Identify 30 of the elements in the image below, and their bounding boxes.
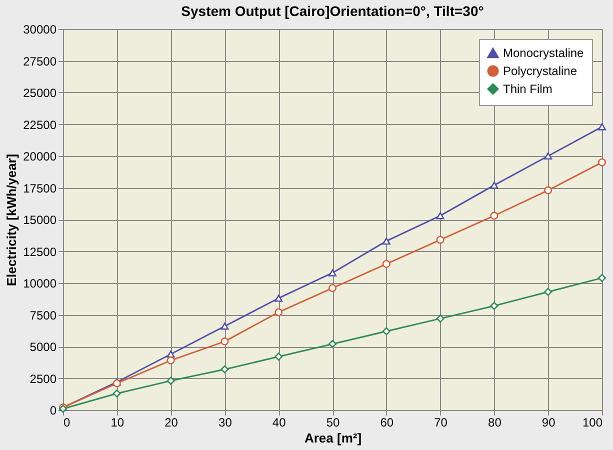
y-tick-label: 22500 — [23, 118, 57, 132]
y-tick-label: 25000 — [23, 86, 57, 100]
x-tick-label: 20 — [164, 416, 178, 430]
x-tick-label: 0 — [64, 416, 70, 430]
legend-label: Polycrystaline — [503, 64, 578, 78]
y-tick-label: 7500 — [30, 308, 57, 322]
x-tick-label: 80 — [488, 416, 502, 430]
y-tick-label: 15000 — [23, 213, 57, 227]
y-tick-label: 5000 — [30, 340, 57, 354]
x-tick-label: 30 — [218, 416, 232, 430]
y-tick-label: 30000 — [23, 22, 57, 36]
x-tick-label: 10 — [110, 416, 124, 430]
x-tick-label: 40 — [272, 416, 286, 430]
y-tick-label: 12500 — [23, 244, 57, 259]
y-tick-label: 20000 — [23, 150, 57, 164]
y-tick-label: 17500 — [23, 181, 57, 196]
legend-label: Monocrystaline — [503, 46, 584, 60]
x-tick-label: 50 — [326, 416, 340, 430]
x-tick-label: 60 — [380, 416, 394, 430]
y-axis-title: Electricity [kWh/year] — [4, 154, 20, 286]
x-tick-label: 100 — [582, 416, 603, 430]
legend-label: Thin Film — [503, 82, 552, 96]
x-axis-title: Area [m²] — [304, 430, 362, 446]
y-tick-label: 10000 — [23, 276, 57, 290]
y-tick-label: 0 — [50, 404, 57, 418]
x-tick-label: 90 — [542, 416, 556, 430]
x-tick-label: 70 — [434, 416, 448, 430]
chart-title: System Output [Cairo]Orientation=0°, Tilt=30° — [181, 3, 484, 19]
y-tick-label: 27500 — [23, 54, 57, 68]
y-tick-label: 2500 — [30, 372, 57, 386]
